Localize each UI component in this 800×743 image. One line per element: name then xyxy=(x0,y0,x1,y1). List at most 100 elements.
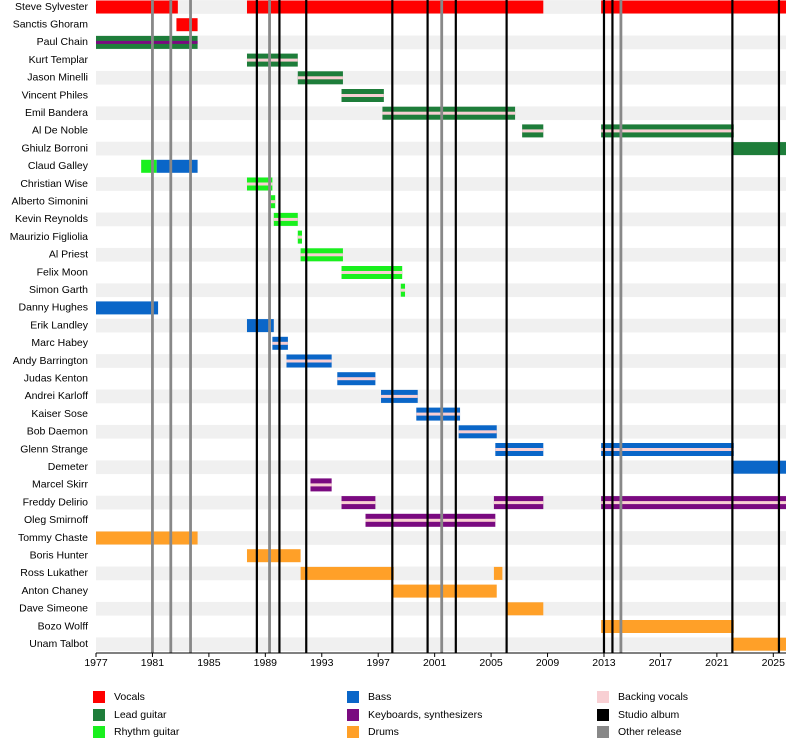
member-name: Jason Minelli xyxy=(27,72,88,84)
secondary-role-stripe xyxy=(246,182,273,186)
membership-bar xyxy=(732,142,786,156)
member-name: Unam Talbot xyxy=(29,638,88,650)
x-tick-label: 1981 xyxy=(141,657,165,669)
member-name: Alberto Simonini xyxy=(12,195,88,207)
secondary-role-stripe xyxy=(493,501,544,505)
membership-bar xyxy=(246,549,301,563)
secondary-role-stripe xyxy=(273,217,298,221)
member-name: Vincent Philes xyxy=(22,89,88,101)
member-name: Anton Chaney xyxy=(21,585,88,597)
member-name: Al Priest xyxy=(49,249,88,261)
legend-label: Bass xyxy=(368,691,391,703)
member-name: Felix Moon xyxy=(37,266,89,278)
x-tick-label: 2025 xyxy=(762,657,786,669)
x-tick-label: 2005 xyxy=(479,657,503,669)
legend-label: Studio album xyxy=(618,709,680,721)
membership-bar xyxy=(96,531,198,545)
member-name: Oleg Smirnoff xyxy=(24,514,88,526)
member-name: Judas Kenton xyxy=(24,372,88,384)
membership-bar xyxy=(156,159,198,173)
x-tick-label: 1985 xyxy=(197,657,221,669)
member-name: Erik Landley xyxy=(30,319,89,331)
secondary-role-stripe xyxy=(269,200,276,204)
secondary-role-stripe xyxy=(400,288,406,292)
member-name: Andy Barrington xyxy=(13,355,88,367)
secondary-role-stripe xyxy=(365,518,496,522)
x-tick-label: 1989 xyxy=(254,657,278,669)
member-name: Demeter xyxy=(48,461,89,473)
membership-bar xyxy=(506,602,544,616)
member-name: Kaiser Sose xyxy=(31,408,88,420)
member-name: Kurt Templar xyxy=(29,54,89,66)
legend-label: Drums xyxy=(368,726,399,738)
membership-bar xyxy=(732,460,786,474)
member-name: Boris Hunter xyxy=(30,549,89,561)
member-name: Freddy Delirio xyxy=(23,496,89,508)
member-name: Paul Chain xyxy=(37,36,89,48)
member-name: Danny Hughes xyxy=(19,302,88,314)
member-name: Bozo Wolff xyxy=(38,620,88,632)
member-name: Maurizio Figliolia xyxy=(10,231,88,243)
member-name: Emil Bandera xyxy=(25,107,88,119)
secondary-role-stripe xyxy=(310,483,332,487)
legend-swatch xyxy=(597,691,609,703)
x-tick-label: 1977 xyxy=(84,657,108,669)
member-name: Sanctis Ghoram xyxy=(13,18,89,30)
member-name: Ghiulz Borroni xyxy=(21,142,88,154)
secondary-role-stripe xyxy=(96,40,198,44)
secondary-role-stripe xyxy=(601,501,786,505)
legend-label: Other release xyxy=(618,726,682,738)
x-tick-label: 1997 xyxy=(367,657,391,669)
secondary-role-stripe xyxy=(416,412,461,416)
membership-bar xyxy=(246,0,544,14)
x-tick-label: 2013 xyxy=(592,657,616,669)
member-name: Andrei Karloff xyxy=(25,390,89,402)
secondary-role-stripe xyxy=(522,129,544,133)
x-tick-label: 2009 xyxy=(536,657,560,669)
membership-bar xyxy=(246,319,274,333)
x-tick-label: 2001 xyxy=(423,657,447,669)
legend-label: Backing vocals xyxy=(618,691,688,703)
member-name: Glenn Strange xyxy=(20,443,88,455)
membership-bar xyxy=(300,566,394,580)
x-tick-label: 2021 xyxy=(705,657,729,669)
secondary-role-stripe xyxy=(381,394,418,398)
legend-swatch xyxy=(597,726,609,738)
member-name: Marcel Skirr xyxy=(32,479,89,491)
secondary-role-stripe xyxy=(601,129,734,133)
secondary-role-stripe xyxy=(341,94,384,97)
secondary-role-stripe xyxy=(297,76,343,80)
secondary-role-stripe xyxy=(601,448,734,451)
member-name: Christian Wise xyxy=(20,178,88,190)
legend-swatch xyxy=(93,691,105,703)
member-name: Bob Daemon xyxy=(27,426,88,438)
legend-swatch xyxy=(347,709,359,721)
x-tick-label: 1993 xyxy=(310,657,334,669)
membership-bar xyxy=(96,0,178,14)
membership-bar xyxy=(601,0,786,14)
member-name: Tommy Chaste xyxy=(18,532,88,544)
legend-swatch xyxy=(347,726,359,738)
membership-bar xyxy=(141,159,157,173)
membership-bar xyxy=(493,566,503,580)
legend-label: Rhythm guitar xyxy=(114,726,180,738)
member-name: Al De Noble xyxy=(32,125,88,137)
member-name: Ross Lukather xyxy=(20,567,88,579)
legend-label: Lead guitar xyxy=(114,709,167,721)
membership-bar xyxy=(601,620,734,633)
secondary-role-stripe xyxy=(495,448,544,451)
member-name: Steve Sylvester xyxy=(15,1,88,13)
membership-bar xyxy=(392,584,497,598)
legend-swatch xyxy=(93,726,105,738)
secondary-role-stripe xyxy=(297,235,303,239)
member-name: Dave Simeone xyxy=(19,603,88,615)
legend-label: Vocals xyxy=(114,691,145,703)
secondary-role-stripe xyxy=(286,359,332,363)
legend-label: Keyboards, synthesizers xyxy=(368,709,482,721)
membership-bar xyxy=(96,301,159,315)
member-name: Simon Garth xyxy=(29,284,88,296)
secondary-role-stripe xyxy=(458,430,497,434)
membership-bar xyxy=(176,18,198,32)
secondary-role-stripe xyxy=(382,111,516,115)
